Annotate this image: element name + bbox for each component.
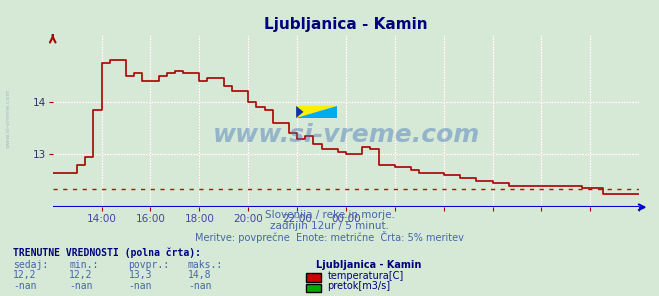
Text: pretok[m3/s]: pretok[m3/s] (328, 281, 391, 292)
Text: -nan: -nan (129, 281, 152, 291)
Text: 12,2: 12,2 (69, 270, 93, 280)
Text: sedaj:: sedaj: (13, 260, 48, 270)
Text: www.si-vreme.com: www.si-vreme.com (212, 123, 480, 147)
Text: 14,8: 14,8 (188, 270, 212, 280)
Text: -nan: -nan (188, 281, 212, 291)
Polygon shape (296, 106, 304, 118)
Text: 13,3: 13,3 (129, 270, 152, 280)
Text: Ljubljanica - Kamin: Ljubljanica - Kamin (316, 260, 422, 270)
Text: zadnjih 12ur / 5 minut.: zadnjih 12ur / 5 minut. (270, 221, 389, 231)
Text: temperatura[C]: temperatura[C] (328, 271, 404, 281)
Text: Meritve: povprečne  Enote: metrične  Črta: 5% meritev: Meritve: povprečne Enote: metrične Črta:… (195, 231, 464, 243)
Text: -nan: -nan (69, 281, 93, 291)
Title: Ljubljanica - Kamin: Ljubljanica - Kamin (264, 17, 428, 32)
Text: 12,2: 12,2 (13, 270, 37, 280)
Text: maks.:: maks.: (188, 260, 223, 270)
Text: -nan: -nan (13, 281, 37, 291)
Text: www.si-vreme.com: www.si-vreme.com (6, 89, 11, 148)
Text: Slovenija / reke in morje.: Slovenija / reke in morje. (264, 210, 395, 220)
Polygon shape (296, 106, 337, 118)
Text: min.:: min.: (69, 260, 99, 270)
Polygon shape (296, 106, 337, 118)
Text: povpr.:: povpr.: (129, 260, 169, 270)
Text: TRENUTNE VREDNOSTI (polna črta):: TRENUTNE VREDNOSTI (polna črta): (13, 247, 201, 258)
